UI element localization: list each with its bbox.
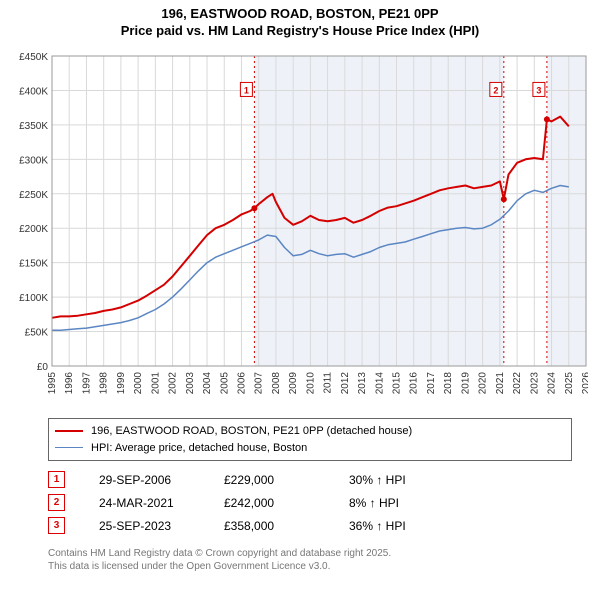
svg-text:2001: 2001 xyxy=(150,372,161,395)
svg-text:2022: 2022 xyxy=(512,372,523,395)
event-price: £229,000 xyxy=(224,473,349,487)
svg-text:2013: 2013 xyxy=(357,372,368,395)
event-marker-box: 1 xyxy=(48,471,65,488)
svg-text:2017: 2017 xyxy=(426,372,437,395)
svg-text:2023: 2023 xyxy=(529,372,540,395)
svg-text:2010: 2010 xyxy=(305,372,316,395)
svg-text:2018: 2018 xyxy=(443,372,454,395)
svg-text:£200K: £200K xyxy=(19,224,48,235)
legend-item: HPI: Average price, detached house, Bost… xyxy=(55,440,565,457)
chart-plot-area: £0£50K£100K£150K£200K£250K£300K£350K£400… xyxy=(48,52,588,412)
svg-text:2002: 2002 xyxy=(168,372,179,395)
svg-text:£50K: £50K xyxy=(25,328,49,339)
svg-text:2016: 2016 xyxy=(409,372,420,395)
event-price: £242,000 xyxy=(224,496,349,510)
svg-text:2005: 2005 xyxy=(219,372,230,395)
svg-text:2006: 2006 xyxy=(236,372,247,395)
event-date: 25-SEP-2023 xyxy=(99,519,224,533)
attribution-line1: Contains HM Land Registry data © Crown c… xyxy=(48,548,558,561)
svg-text:2014: 2014 xyxy=(374,372,385,395)
svg-text:£250K: £250K xyxy=(19,190,48,201)
svg-text:£450K: £450K xyxy=(19,52,48,63)
svg-text:2000: 2000 xyxy=(133,372,144,395)
svg-text:2003: 2003 xyxy=(185,372,196,395)
svg-text:2025: 2025 xyxy=(564,372,575,395)
chart-svg: £0 £50K £100K £150K £200K £250K £300K £350K £400… xyxy=(4,52,588,412)
attribution: Contains HM Land Registry data © Crown c… xyxy=(48,548,558,573)
svg-text:£350K: £350K xyxy=(19,121,48,132)
svg-text:2011: 2011 xyxy=(323,372,334,394)
legend-label: 196, EASTWOOD ROAD, BOSTON, PE21 0PP (de… xyxy=(91,423,412,440)
title-block: 196, EASTWOOD ROAD, BOSTON, PE21 0PP Pri… xyxy=(0,0,600,40)
svg-text:2024: 2024 xyxy=(547,372,558,395)
legend-swatch xyxy=(55,430,83,432)
svg-text:1997: 1997 xyxy=(81,372,92,395)
svg-text:2007: 2007 xyxy=(254,372,265,395)
event-delta: 8% ↑ HPI xyxy=(349,496,469,510)
legend-item: 196, EASTWOOD ROAD, BOSTON, PE21 0PP (de… xyxy=(55,423,565,440)
svg-text:2004: 2004 xyxy=(202,372,213,395)
event-price: £358,000 xyxy=(224,519,349,533)
event-row: 1 29-SEP-2006£229,00030% ↑ HPI xyxy=(48,468,558,491)
svg-text:1995: 1995 xyxy=(47,372,58,395)
svg-text:1: 1 xyxy=(244,85,249,95)
events-table: 1 29-SEP-2006£229,00030% ↑ HPI 2 24-MAR-202… xyxy=(48,468,558,537)
event-delta: 36% ↑ HPI xyxy=(349,519,469,533)
svg-text:£0: £0 xyxy=(37,362,49,373)
svg-text:£100K: £100K xyxy=(19,293,48,304)
svg-text:2026: 2026 xyxy=(581,372,588,395)
svg-text:2: 2 xyxy=(493,85,498,95)
event-marker-box: 2 xyxy=(48,494,65,511)
svg-text:£300K: £300K xyxy=(19,155,48,166)
title-address: 196, EASTWOOD ROAD, BOSTON, PE21 0PP xyxy=(0,6,600,23)
legend-swatch xyxy=(55,447,83,448)
attribution-line2: This data is licensed under the Open Gov… xyxy=(48,561,558,574)
svg-text:2019: 2019 xyxy=(460,372,471,395)
event-marker-box: 3 xyxy=(48,517,65,534)
svg-text:3: 3 xyxy=(536,85,541,95)
svg-text:2015: 2015 xyxy=(392,372,403,395)
svg-text:2009: 2009 xyxy=(288,372,299,395)
svg-text:2012: 2012 xyxy=(340,372,351,395)
chart-container: 196, EASTWOOD ROAD, BOSTON, PE21 0PP Pri… xyxy=(0,0,600,590)
svg-text:1996: 1996 xyxy=(64,372,75,395)
event-date: 24-MAR-2021 xyxy=(99,496,224,510)
svg-text:2008: 2008 xyxy=(271,372,282,395)
legend-label: HPI: Average price, detached house, Bost… xyxy=(91,440,307,457)
svg-text:1999: 1999 xyxy=(116,372,127,395)
svg-text:1998: 1998 xyxy=(99,372,110,395)
svg-text:2021: 2021 xyxy=(495,372,506,395)
title-subtitle: Price paid vs. HM Land Registry's House … xyxy=(0,23,600,40)
event-date: 29-SEP-2006 xyxy=(99,473,224,487)
svg-text:£400K: £400K xyxy=(19,86,48,97)
event-row: 3 25-SEP-2023£358,00036% ↑ HPI xyxy=(48,514,558,537)
event-row: 2 24-MAR-2021£242,0008% ↑ HPI xyxy=(48,491,558,514)
event-delta: 30% ↑ HPI xyxy=(349,473,469,487)
legend: 196, EASTWOOD ROAD, BOSTON, PE21 0PP (de… xyxy=(48,418,572,461)
svg-text:2020: 2020 xyxy=(478,372,489,395)
svg-text:£150K: £150K xyxy=(19,259,48,270)
